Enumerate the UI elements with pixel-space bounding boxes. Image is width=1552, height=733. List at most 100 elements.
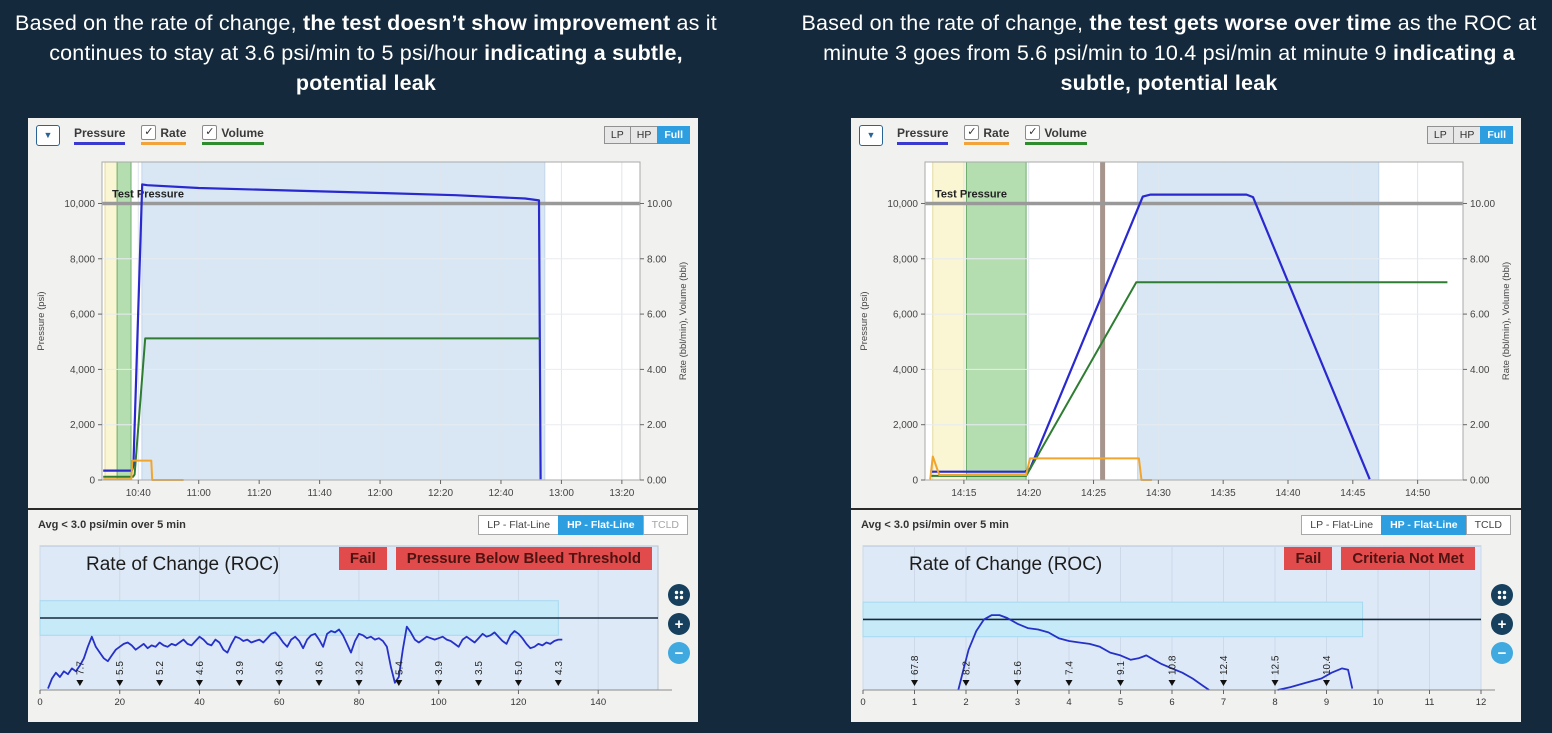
lp-flatline-tab[interactable]: LP - Flat-Line xyxy=(478,515,560,535)
zoom-in-button[interactable]: + xyxy=(668,613,690,635)
svg-text:Pressure (psi): Pressure (psi) xyxy=(859,291,870,350)
roc-section: 7.7 5.5 5.2 4.6 3.9 3.6 3.6 3.2 5.4 3.9 3.5 5.0 4.3 0… xyxy=(28,540,698,722)
minus-icon: − xyxy=(674,644,684,662)
hp-range-button[interactable]: HP xyxy=(1452,126,1482,144)
rate-series-toggle[interactable]: ✓ Rate xyxy=(964,125,1010,145)
chart-options-dropdown[interactable]: ▼ xyxy=(859,124,883,146)
lp-range-button[interactable]: LP xyxy=(1426,126,1454,144)
svg-text:14:30: 14:30 xyxy=(1146,488,1171,499)
svg-text:6: 6 xyxy=(1169,697,1174,708)
svg-text:14:15: 14:15 xyxy=(951,488,976,499)
roc-chart[interactable]: 67.8 8.2 5.6 7.4 9.1 10.8 12.4 12.5 10.40 1 2 3 4 5 6 7… xyxy=(851,540,1521,722)
minus-icon: − xyxy=(1497,644,1507,662)
svg-text:0: 0 xyxy=(912,476,918,487)
pressure-series-toggle[interactable]: Pressure xyxy=(74,125,126,145)
svg-text:Test Pressure: Test Pressure xyxy=(112,188,184,200)
svg-text:5.2: 5.2 xyxy=(155,661,166,675)
svg-text:14:35: 14:35 xyxy=(1211,488,1236,499)
roc-chart-title: Rate of Change (ROC) xyxy=(909,554,1103,575)
svg-text:8.00: 8.00 xyxy=(1470,254,1490,265)
svg-text:2.00: 2.00 xyxy=(1470,420,1490,431)
svg-text:80: 80 xyxy=(354,697,365,708)
svg-text:12.4: 12.4 xyxy=(1219,655,1230,675)
checkbox-checked-icon[interactable]: ✓ xyxy=(964,125,980,140)
checkbox-checked-icon[interactable]: ✓ xyxy=(141,125,157,140)
full-range-button[interactable]: Full xyxy=(657,126,690,144)
svg-text:14:40: 14:40 xyxy=(1275,488,1300,499)
svg-text:11:00: 11:00 xyxy=(187,488,212,499)
zoom-out-button[interactable]: − xyxy=(668,642,690,664)
chart-toolbar: ▼ Pressure ✓ Rate ✓ Volume LP HP Full xyxy=(28,118,698,152)
svg-text:3.9: 3.9 xyxy=(434,661,445,675)
svg-text:60: 60 xyxy=(274,697,285,708)
svg-text:13:00: 13:00 xyxy=(549,488,574,499)
hp-flatline-tab[interactable]: HP - Flat-Line xyxy=(558,515,644,535)
svg-text:2,000: 2,000 xyxy=(893,420,918,431)
range-button-group: LP HP Full xyxy=(603,126,690,144)
roc-chart-title: Rate of Change (ROC) xyxy=(86,554,280,575)
svg-text:9: 9 xyxy=(1324,697,1329,708)
svg-text:11:40: 11:40 xyxy=(307,488,332,499)
svg-text:4: 4 xyxy=(1066,697,1071,708)
svg-text:4,000: 4,000 xyxy=(70,365,95,376)
pressure-test-chart[interactable]: Test Pressure 0 2,000 4,000 6,000 8,000 10,000… xyxy=(28,152,698,508)
plus-icon: + xyxy=(1497,615,1507,633)
checkbox-checked-icon[interactable]: ✓ xyxy=(202,125,218,140)
volume-series-toggle[interactable]: ✓ Volume xyxy=(202,125,264,145)
tcld-tab[interactable]: TCLD xyxy=(642,515,688,535)
svg-text:8,000: 8,000 xyxy=(893,254,918,265)
section-divider xyxy=(851,508,1521,510)
chart-options-dropdown[interactable]: ▼ xyxy=(36,124,60,146)
pressure-series-toggle[interactable]: Pressure xyxy=(897,125,949,145)
checkbox-checked-icon[interactable]: ✓ xyxy=(1025,125,1041,140)
svg-text:6,000: 6,000 xyxy=(70,310,95,321)
pressure-toggle-label: Pressure xyxy=(897,125,949,140)
svg-text:10,000: 10,000 xyxy=(887,199,918,210)
lp-range-button[interactable]: LP xyxy=(603,126,631,144)
svg-text:40: 40 xyxy=(194,697,205,708)
lp-flatline-tab[interactable]: LP - Flat-Line xyxy=(1301,515,1383,535)
svg-text:5.0: 5.0 xyxy=(514,661,525,675)
svg-text:12:20: 12:20 xyxy=(428,488,453,499)
svg-text:0: 0 xyxy=(860,697,865,708)
hp-range-button[interactable]: HP xyxy=(629,126,659,144)
svg-text:11:20: 11:20 xyxy=(247,488,272,499)
svg-text:4.00: 4.00 xyxy=(1470,365,1490,376)
svg-text:Test Pressure: Test Pressure xyxy=(935,188,1007,200)
zoom-out-button[interactable]: − xyxy=(1491,642,1513,664)
svg-text:Rate (bbl/min), Volume (bbl): Rate (bbl/min), Volume (bbl) xyxy=(678,262,689,380)
svg-text:9.1: 9.1 xyxy=(1116,661,1127,675)
section-divider xyxy=(28,508,698,510)
svg-text:12:00: 12:00 xyxy=(368,488,393,499)
svg-text:Rate (bbl/min), Volume (bbl): Rate (bbl/min), Volume (bbl) xyxy=(1501,262,1512,380)
four-dots-icon xyxy=(1497,590,1507,600)
svg-text:4,000: 4,000 xyxy=(893,365,918,376)
rate-series-toggle[interactable]: ✓ Rate xyxy=(141,125,187,145)
svg-text:3.2: 3.2 xyxy=(354,661,365,675)
four-dots-icon xyxy=(674,590,684,600)
tcld-tab[interactable]: TCLD xyxy=(1465,515,1511,535)
svg-text:3.6: 3.6 xyxy=(275,661,286,675)
svg-text:2: 2 xyxy=(963,697,968,708)
svg-text:10:40: 10:40 xyxy=(126,488,151,499)
svg-text:3.9: 3.9 xyxy=(235,661,246,675)
svg-text:14:25: 14:25 xyxy=(1081,488,1106,499)
pressure-test-chart[interactable]: Test Pressure 0 2,000 4,000 6,000 8,000 10,000… xyxy=(851,152,1521,508)
svg-text:6,000: 6,000 xyxy=(893,310,918,321)
full-range-button[interactable]: Full xyxy=(1480,126,1513,144)
svg-text:7.7: 7.7 xyxy=(75,661,86,675)
insight-headline-left: Based on the rate of change, the test do… xyxy=(15,11,717,95)
svg-text:14:20: 14:20 xyxy=(1016,488,1041,499)
chevron-down-icon: ▼ xyxy=(43,129,53,140)
reset-zoom-button[interactable] xyxy=(668,584,690,606)
roc-chart[interactable]: 7.7 5.5 5.2 4.6 3.9 3.6 3.6 3.2 5.4 3.9 3.5 5.0 4.3 0… xyxy=(28,540,698,722)
reset-zoom-button[interactable] xyxy=(1491,584,1513,606)
volume-series-toggle[interactable]: ✓ Volume xyxy=(1025,125,1087,145)
svg-text:5.4: 5.4 xyxy=(394,661,405,675)
svg-text:100: 100 xyxy=(431,697,447,708)
roc-zoom-tools: + − xyxy=(668,584,690,664)
roc-section: 67.8 8.2 5.6 7.4 9.1 10.8 12.4 12.5 10.4 0 1 2 3 4 5 6 7… xyxy=(851,540,1521,722)
zoom-in-button[interactable]: + xyxy=(1491,613,1513,635)
pressure-toggle-label: Pressure xyxy=(74,125,126,140)
hp-flatline-tab[interactable]: HP - Flat-Line xyxy=(1381,515,1467,535)
